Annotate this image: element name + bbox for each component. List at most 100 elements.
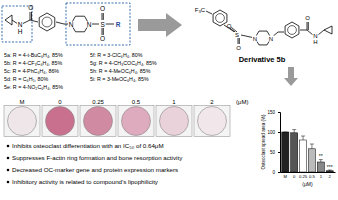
well-label: 0	[58, 99, 62, 105]
dashed-box	[2, 6, 32, 42]
well-frame	[118, 106, 154, 137]
tick: 0	[293, 172, 296, 179]
title: Derivative 5b	[239, 55, 286, 64]
bar	[291, 133, 298, 172]
bar	[282, 132, 289, 172]
well-frame	[80, 106, 116, 137]
tick-label: 150	[267, 110, 275, 115]
atom-bg	[234, 32, 240, 38]
error-bar	[283, 132, 287, 133]
tick-mark	[278, 112, 280, 113]
atom-label: H	[18, 28, 23, 35]
bond	[30, 20, 38, 22]
graphical-abstract: NHONNSOOR5a: R = 4-t-BuC₆H₄, 85%5b: R = …	[0, 0, 338, 200]
bar	[308, 149, 315, 172]
arrow	[138, 13, 182, 37]
bond	[278, 32, 284, 33]
tick-label: 50	[270, 150, 276, 155]
axis-title: (μM)	[302, 181, 313, 187]
bar	[317, 162, 324, 172]
atom-label: H	[313, 39, 317, 45]
compound: 5b: R = 4-CF₃C₆H₄, 85%	[4, 60, 62, 66]
aromatic-circle	[216, 14, 225, 23]
well-label: M	[20, 99, 25, 105]
bond	[239, 38, 240, 44]
tick-label: 2	[329, 174, 332, 179]
finding: Inhibitory activity is related to compou…	[12, 178, 159, 185]
atom-label: O	[236, 45, 241, 51]
error-cap	[292, 129, 296, 130]
tick: 100	[267, 130, 280, 135]
compound: 5f: R = 3-ClC₆H₄, 80%	[90, 52, 143, 58]
atom-label: N	[69, 21, 74, 28]
bond	[30, 12, 31, 20]
wells: M00.250.512(μM)	[4, 99, 248, 137]
well-frame	[42, 106, 78, 137]
bond	[238, 38, 239, 44]
well-image	[84, 107, 113, 136]
bullet	[7, 181, 10, 184]
error-bar	[292, 130, 296, 133]
error-cap	[328, 170, 332, 171]
aromatic-circle	[42, 17, 52, 27]
atom-bg	[100, 22, 106, 28]
well-image	[46, 107, 75, 136]
unit: (μM)	[236, 99, 248, 105]
tick-label: 0	[272, 170, 275, 175]
significance: ***	[327, 164, 333, 170]
bond	[56, 22, 64, 24]
plot-area	[282, 130, 333, 172]
compound: 5h: R = 4-MeOC₆H₄, 85%	[90, 68, 151, 74]
atom-label: N	[87, 21, 92, 28]
bond	[102, 13, 103, 20]
well-label: 2	[210, 99, 214, 105]
error-bar	[328, 170, 332, 172]
x-axis: M00.250.512	[281, 172, 336, 179]
well-frame	[4, 106, 40, 137]
tick: 150	[267, 110, 280, 115]
error-stem	[311, 144, 312, 149]
bar	[300, 140, 307, 172]
bond	[300, 30, 307, 31]
compound: 5a: R = 4-t-BuC₆H₄, 85%	[4, 52, 63, 58]
tick-label: 1	[320, 174, 323, 179]
derivative: F₃CSOONNONHDerivative 5b	[195, 7, 332, 64]
compound-list: 5a: R = 4-t-BuC₆H₄, 85% 5b: R = 4-CF₃C₆H₄…	[4, 52, 157, 90]
arrow	[284, 67, 298, 86]
atom-label: F₃C	[195, 7, 206, 13]
axis-line	[278, 113, 281, 173]
bond	[307, 22, 308, 30]
tick-label: 0.5	[309, 174, 315, 179]
well-image	[8, 107, 37, 136]
tick-mark	[278, 172, 280, 173]
bar-chart: *****050100150M00.250.512Osteoclast spre…	[261, 110, 336, 187]
atom-label: O	[100, 5, 105, 12]
well-image	[122, 107, 151, 136]
compound: 5d: R = C₆H₅, 80%	[4, 76, 48, 82]
error-bar	[319, 160, 323, 162]
bond	[103, 13, 104, 20]
finding: Inhibits osteoclast differentiation with…	[12, 142, 164, 149]
error-cap	[319, 159, 323, 160]
error-bar	[301, 136, 305, 140]
bar	[326, 171, 333, 172]
finding: Decreased OC-marker gene and protein exp…	[12, 166, 178, 173]
error-stem	[303, 136, 304, 140]
error-cap	[283, 132, 287, 133]
bond	[31, 12, 32, 20]
scaffold: NHONNSOOR	[2, 3, 130, 45]
bullet	[7, 157, 10, 160]
tick-label: 0	[293, 174, 296, 179]
well-frame	[156, 106, 192, 137]
atom-label: O	[28, 4, 33, 11]
compound: 5i: R = 3-MeOC₆H₄, 85%	[90, 76, 149, 82]
well-frame	[194, 106, 230, 137]
error-cap	[310, 144, 314, 145]
atom-label: S	[100, 21, 105, 28]
benzene-ring	[213, 10, 227, 26]
atom-label: R	[116, 21, 121, 28]
finding: Suppresses F-actin ring formation and bo…	[12, 154, 183, 161]
bond	[206, 11, 212, 14]
atom-bg	[68, 22, 74, 28]
bond	[105, 24, 114, 25]
